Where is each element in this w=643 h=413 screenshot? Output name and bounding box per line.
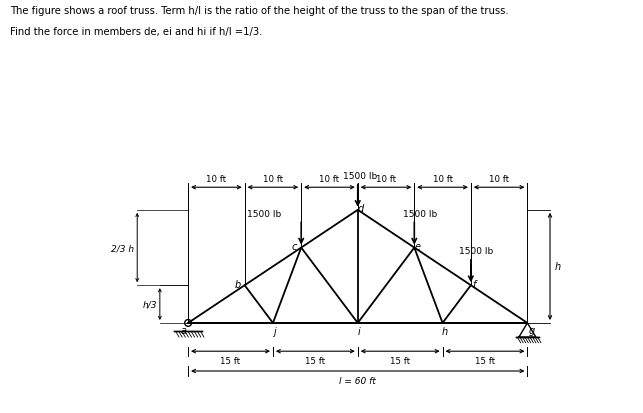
Text: i: i bbox=[358, 326, 360, 336]
Text: j: j bbox=[273, 326, 275, 336]
Text: 1500 lb: 1500 lb bbox=[343, 171, 377, 180]
Text: g: g bbox=[529, 325, 534, 335]
Text: b: b bbox=[235, 279, 241, 289]
Text: 15 ft: 15 ft bbox=[475, 356, 495, 365]
Text: 2/3 h: 2/3 h bbox=[111, 244, 134, 253]
Text: d: d bbox=[358, 204, 364, 214]
Text: e: e bbox=[414, 241, 420, 251]
Text: h: h bbox=[554, 262, 561, 272]
Text: 10 ft: 10 ft bbox=[263, 174, 283, 183]
Text: 15 ft: 15 ft bbox=[221, 356, 240, 365]
Text: c: c bbox=[292, 241, 297, 251]
Text: The figure shows a roof truss. Term h/l is the ratio of the height of the truss : The figure shows a roof truss. Term h/l … bbox=[10, 6, 508, 16]
Text: 10 ft: 10 ft bbox=[433, 174, 453, 183]
Text: l = 60 ft: l = 60 ft bbox=[340, 375, 376, 385]
Text: 10 ft: 10 ft bbox=[489, 174, 509, 183]
Text: a: a bbox=[181, 325, 186, 335]
Text: 15 ft: 15 ft bbox=[390, 356, 410, 365]
Text: 15 ft: 15 ft bbox=[305, 356, 325, 365]
Text: 10 ft: 10 ft bbox=[376, 174, 396, 183]
Text: 1500 lb: 1500 lb bbox=[248, 209, 282, 218]
Text: h: h bbox=[441, 326, 448, 336]
Text: 1500 lb: 1500 lb bbox=[403, 209, 437, 218]
Text: Find the force in members de, ei and hi if h/l =1/3.: Find the force in members de, ei and hi … bbox=[10, 27, 262, 37]
Text: 10 ft: 10 ft bbox=[320, 174, 340, 183]
Text: 1500 lb: 1500 lb bbox=[459, 247, 494, 256]
Text: 10 ft: 10 ft bbox=[206, 174, 226, 183]
Text: h/3: h/3 bbox=[143, 300, 157, 309]
Text: f: f bbox=[472, 279, 475, 289]
